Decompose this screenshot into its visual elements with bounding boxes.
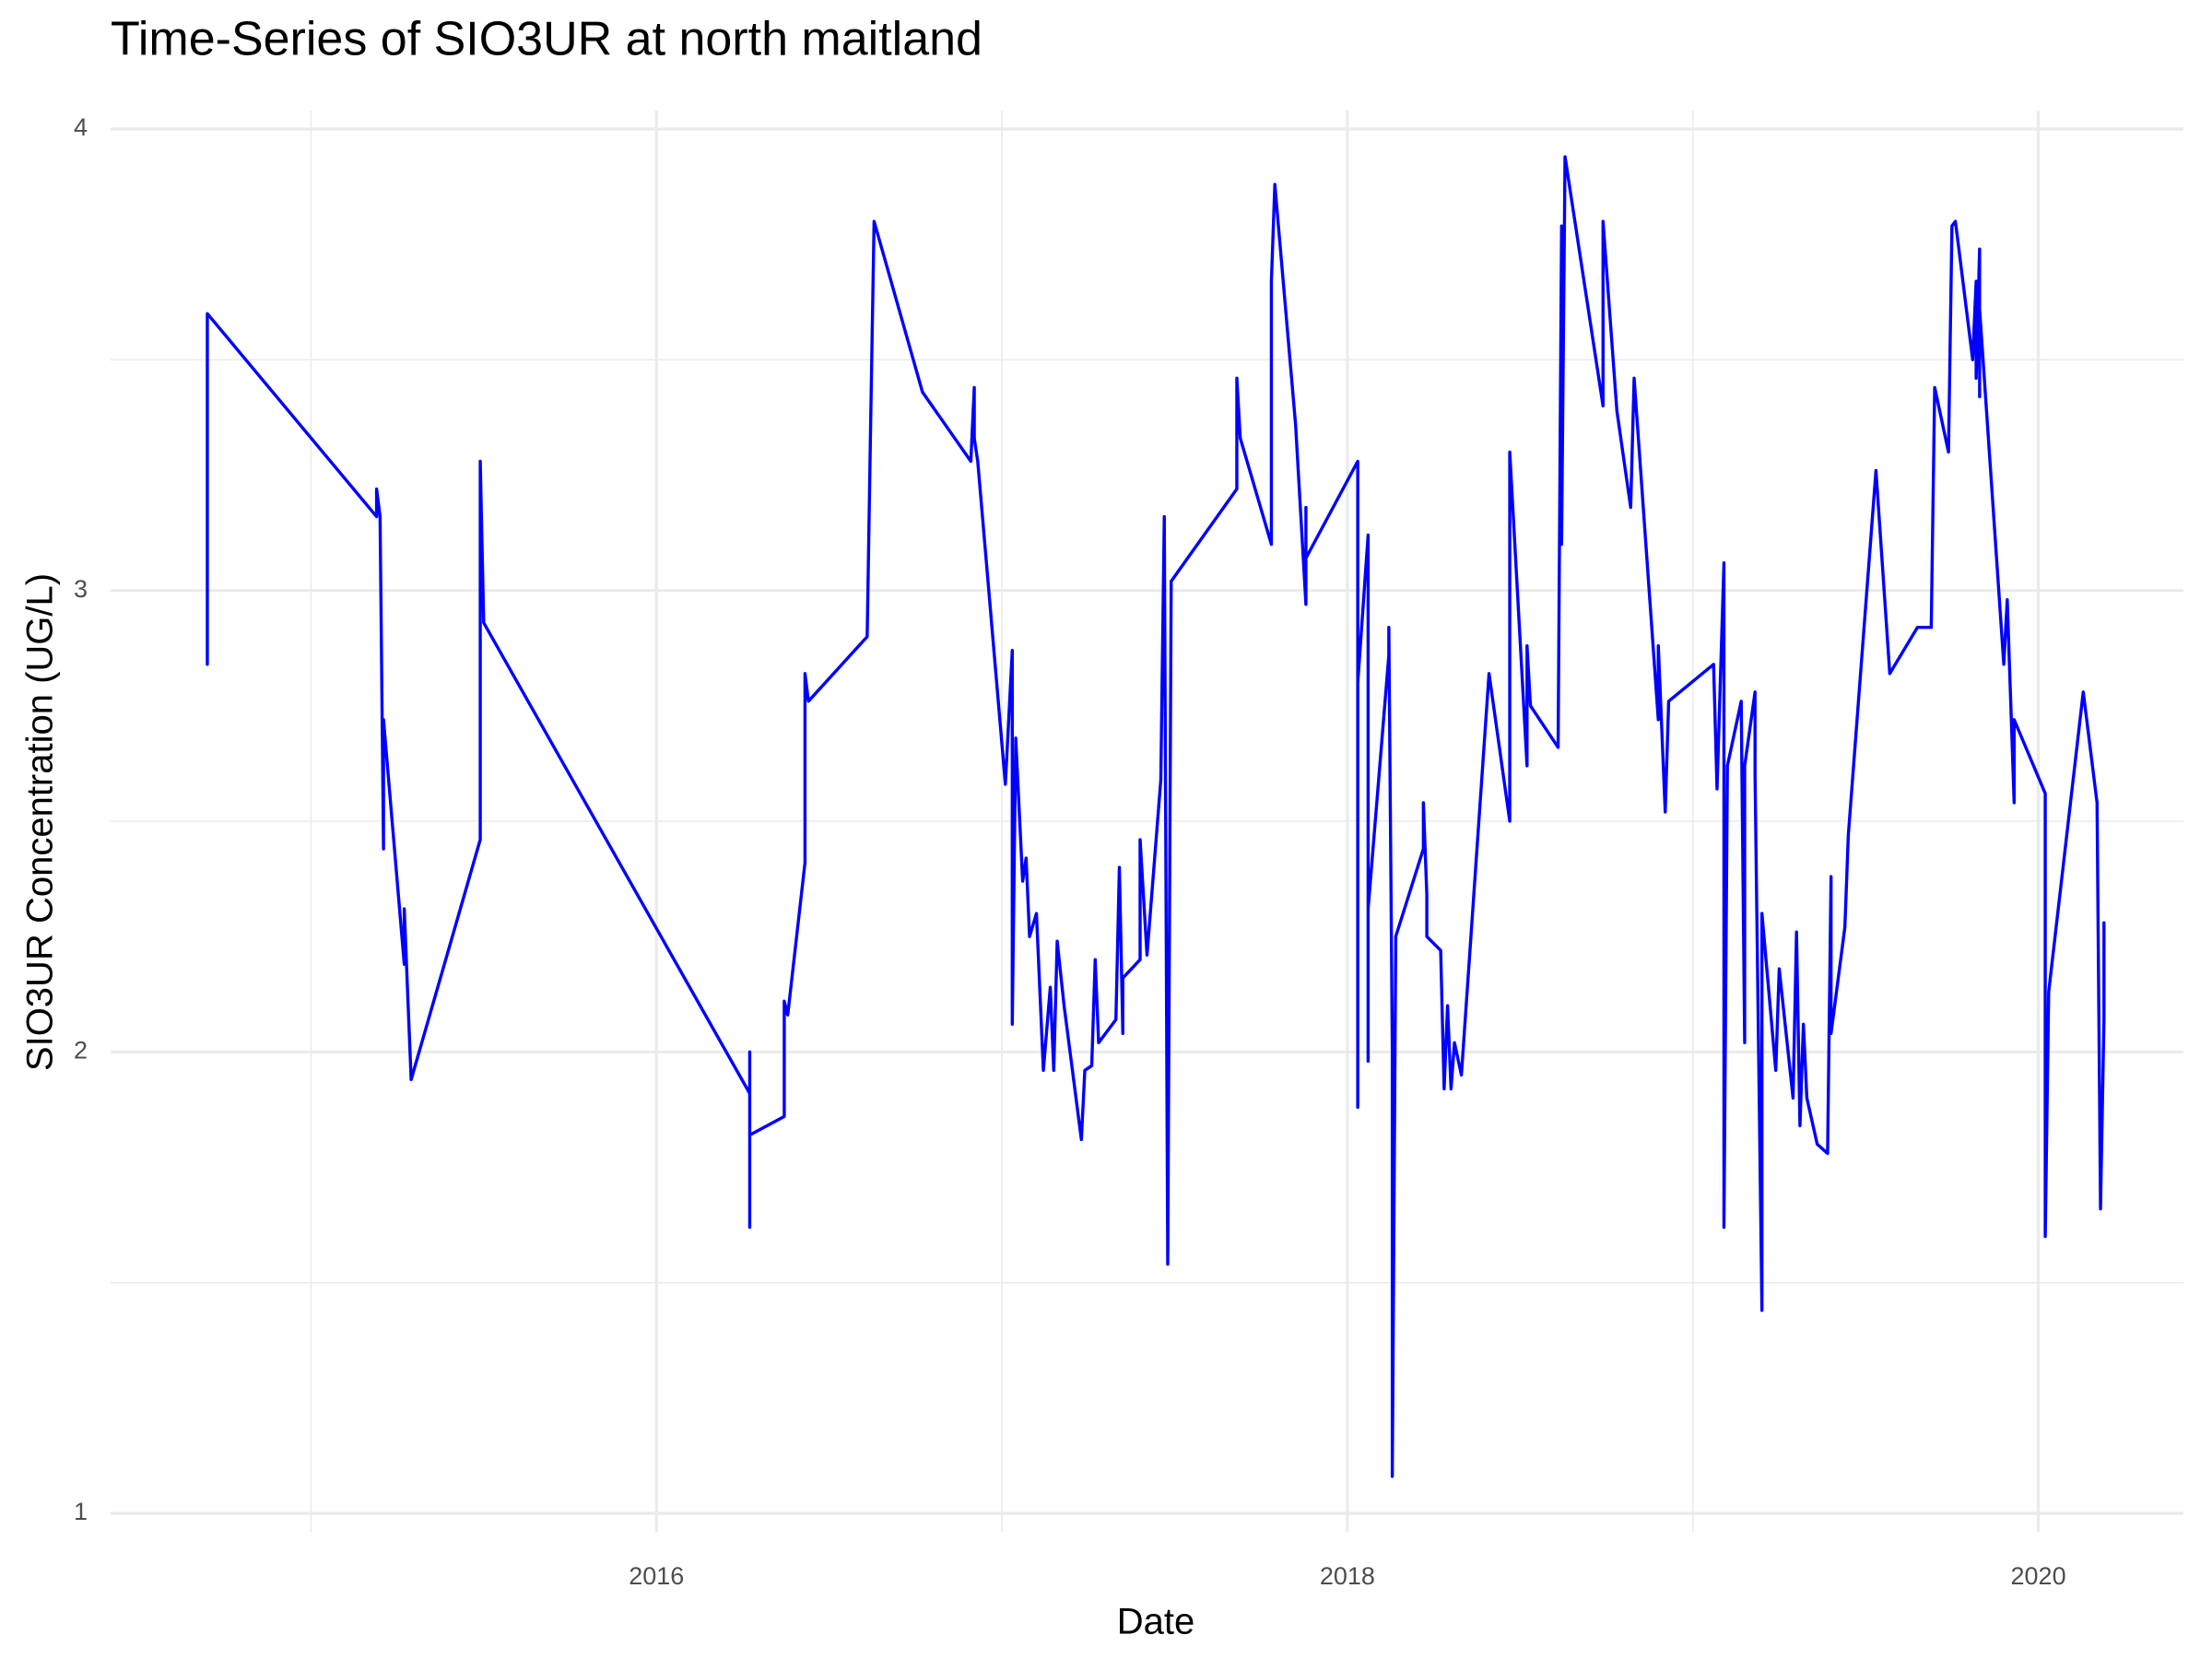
grid [111, 111, 2183, 1532]
y-tick-label: 4 [74, 113, 88, 141]
y-axis-title: SIO3UR Concentration (UG/L) [20, 573, 61, 1071]
x-tick-label: 2020 [2011, 1562, 2066, 1590]
x-tick-label: 2016 [629, 1562, 684, 1590]
chart-title: Time-Series of SIO3UR at north maitland [111, 13, 982, 66]
y-tick-label: 1 [74, 1498, 88, 1525]
x-tick-label: 2018 [1320, 1562, 1375, 1590]
y-tick-label: 3 [74, 575, 88, 603]
y-tick-label: 2 [74, 1036, 88, 1064]
marks [206, 155, 2106, 1478]
data-line [206, 155, 2106, 1478]
x-axis-title: Date [1117, 1602, 1195, 1642]
